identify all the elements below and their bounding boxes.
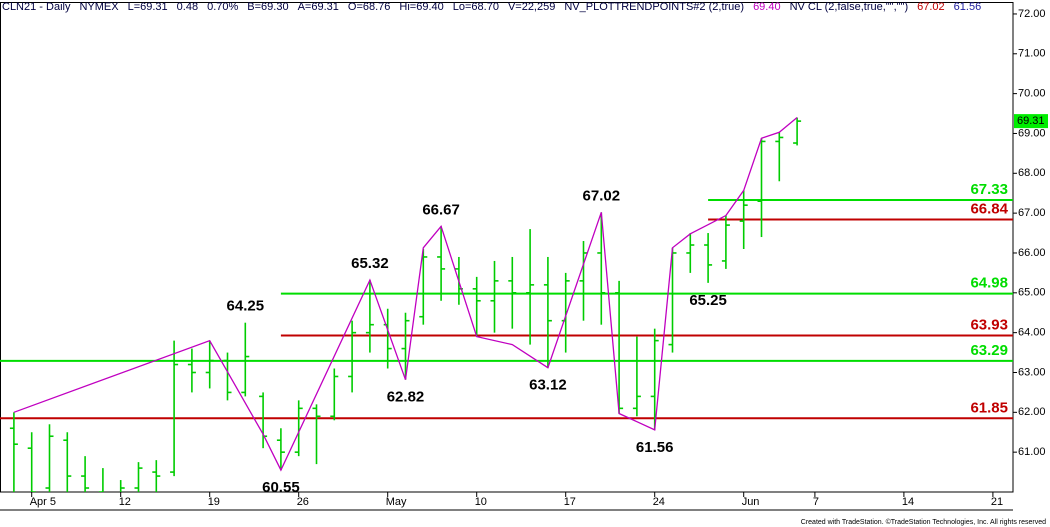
pivot-label: 61.56 xyxy=(636,439,674,456)
header-item: 0.70% xyxy=(207,1,239,13)
y-tick-label: 64.00 xyxy=(1018,327,1046,339)
y-tick-label: 69.00 xyxy=(1018,127,1046,139)
x-tick-label: May xyxy=(386,496,407,508)
x-tick-label: 21 xyxy=(991,496,1003,508)
level-label: 64.98 xyxy=(970,275,1008,292)
header-item: O=68.76 xyxy=(347,1,391,13)
level-label: 63.93 xyxy=(970,316,1008,333)
x-tick-label: 14 xyxy=(902,496,914,508)
header-item: Hi=69.40 xyxy=(399,1,444,13)
pivot-label: 63.12 xyxy=(529,377,567,394)
level-label: 63.29 xyxy=(970,342,1008,359)
footer: Created with TradeStation. ©TradeStation… xyxy=(801,518,1046,526)
level-label: 61.85 xyxy=(970,399,1008,416)
header-item: V=22,259 xyxy=(507,1,556,13)
y-tick-label: 72.00 xyxy=(1018,8,1046,20)
y-tick-label: 66.00 xyxy=(1018,247,1046,259)
x-tick-label: 26 xyxy=(297,496,309,508)
header-item: NYMEX xyxy=(79,1,119,13)
pivot-label: 66.67 xyxy=(422,201,460,218)
pivot-label: 65.25 xyxy=(689,292,727,309)
x-tick-label: 7 xyxy=(813,496,819,508)
x-tick-label: 19 xyxy=(208,496,220,508)
y-tick-label: 62.00 xyxy=(1018,406,1046,418)
trend-line xyxy=(13,117,798,472)
pivot-label: 62.82 xyxy=(387,389,425,406)
x-tick-label: 24 xyxy=(653,496,665,508)
x-tick-label: 17 xyxy=(564,496,576,508)
pivot-label: 64.25 xyxy=(227,298,265,315)
x-tick-label: Apr 5 xyxy=(30,496,56,508)
header-item: NV_PLOTTRENDPOINTS#2 (2,true) xyxy=(564,1,745,13)
header-item: 0.48 xyxy=(176,1,199,13)
header-item: A=69.31 xyxy=(297,1,339,13)
header-item: CLN21 - Daily xyxy=(2,1,71,13)
plot-area xyxy=(0,117,1013,492)
header-item: NV CL (2,false,true,"","") xyxy=(789,1,909,13)
x-tick-label: 10 xyxy=(475,496,487,508)
level-label: 67.33 xyxy=(970,181,1008,198)
header-item: 61.56 xyxy=(953,1,982,13)
header: CLN21 - Daily NYMEX L=69.31 0.48 0.70% B=69.3… xyxy=(2,1,990,13)
x-tick-label: 12 xyxy=(119,496,131,508)
pivot-label: 65.32 xyxy=(351,255,389,272)
pivot-label: 67.02 xyxy=(583,187,621,204)
y-tick-label: 70.00 xyxy=(1018,88,1046,100)
y-tick-label: 63.00 xyxy=(1018,366,1046,378)
level-label: 66.84 xyxy=(970,200,1008,217)
last-price-label: 69.31 xyxy=(1017,115,1045,127)
y-tick-label: 71.00 xyxy=(1018,48,1046,60)
header-item: 67.02 xyxy=(917,1,945,13)
pivot-label: 60.55 xyxy=(262,479,300,496)
y-tick-label: 68.00 xyxy=(1018,167,1046,179)
x-tick-label: Jun xyxy=(742,496,760,508)
header-item: L=69.31 xyxy=(127,1,168,13)
y-tick-label: 65.00 xyxy=(1018,287,1046,299)
plot-frame xyxy=(0,2,1014,493)
last-price-box xyxy=(1014,114,1048,129)
y-tick-label: 67.00 xyxy=(1018,207,1046,219)
header-item: 69.40 xyxy=(753,1,781,13)
header-item: B=69.30 xyxy=(247,1,289,13)
header-item: Lo=68.70 xyxy=(452,1,499,13)
y-tick-label: 61.00 xyxy=(1018,446,1046,458)
